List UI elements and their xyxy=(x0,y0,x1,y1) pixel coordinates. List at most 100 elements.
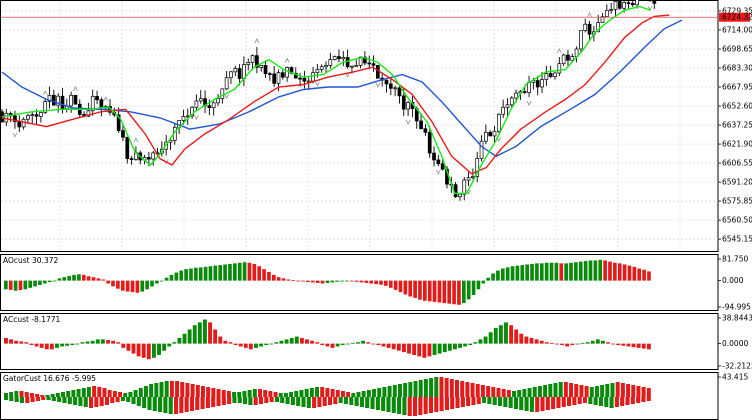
ao-bar xyxy=(77,274,81,281)
ac-bar xyxy=(350,342,355,344)
gator-lower-bar xyxy=(163,397,168,413)
candle-up xyxy=(259,65,264,68)
candle-up xyxy=(276,72,281,84)
ac-bar xyxy=(294,336,299,344)
gator-upper-bar xyxy=(475,384,480,397)
y-tick-label: 6683.30 xyxy=(722,64,752,73)
candle-up xyxy=(39,112,43,117)
ac-bar xyxy=(264,343,269,346)
ao-bar xyxy=(491,273,495,281)
ac-bar xyxy=(259,343,264,347)
gator-upper-bar xyxy=(123,393,128,397)
ac-bar xyxy=(606,342,610,344)
gator-lower-bar xyxy=(412,397,418,416)
ac-bar xyxy=(417,343,422,357)
gator-lower-bar xyxy=(221,397,226,405)
ao-bar xyxy=(369,280,374,284)
gator-upper-bar xyxy=(273,392,278,397)
gator-upper-bar xyxy=(268,391,273,397)
gator-upper-bar xyxy=(237,392,242,397)
ao-bar xyxy=(447,280,452,304)
ao-bar xyxy=(588,260,593,281)
ao-bar xyxy=(286,279,291,281)
ao-bar xyxy=(418,280,422,300)
ac-bar xyxy=(458,343,463,348)
ao-bar xyxy=(413,280,417,298)
gator-upper-bar xyxy=(486,386,491,397)
ac-bar xyxy=(478,339,483,344)
ac-bar xyxy=(19,341,24,344)
gator-lower-bar xyxy=(78,397,83,406)
gator-upper-bar xyxy=(309,388,314,397)
fractal-arrow xyxy=(526,100,532,106)
candle-down xyxy=(440,163,445,170)
candle-up xyxy=(90,95,95,112)
ac-bar xyxy=(345,343,350,345)
gator-lower-bar xyxy=(365,397,370,408)
gator-upper-bar xyxy=(221,390,226,397)
gator-upper-bar xyxy=(610,383,615,397)
ac-bar xyxy=(320,343,325,346)
fractal-arrow xyxy=(284,57,290,63)
gator-upper-bar xyxy=(315,387,320,397)
ac-bar xyxy=(412,343,417,355)
gator-lower-bar xyxy=(200,397,205,409)
ac-bar xyxy=(544,342,549,344)
candle-up xyxy=(21,118,26,128)
ao-bar xyxy=(345,280,349,282)
ac-bar xyxy=(44,343,49,350)
candle-up xyxy=(341,57,346,60)
ac-bar xyxy=(111,340,116,344)
ac-bar xyxy=(468,343,473,346)
candle-up xyxy=(505,104,510,108)
ac-bar xyxy=(289,337,294,344)
candle-up xyxy=(69,94,73,107)
ac-bar xyxy=(146,343,151,360)
ao-bar xyxy=(403,280,408,295)
gator-upper-bar xyxy=(501,389,506,397)
ao-bar xyxy=(198,267,203,281)
gator-lower-bar xyxy=(258,397,264,404)
gator-lower-bar xyxy=(636,397,641,403)
candle-up xyxy=(509,97,514,106)
candle-up xyxy=(579,30,583,50)
gator-upper-bar xyxy=(263,390,268,397)
ac-bar xyxy=(381,343,386,347)
gator-lower-bar xyxy=(269,397,274,402)
candle-up xyxy=(492,130,497,137)
ao-bar xyxy=(28,280,33,288)
ao-bar xyxy=(174,272,179,281)
ao-bar xyxy=(359,280,364,283)
fractal-arrow xyxy=(405,119,411,125)
ac-bar xyxy=(519,333,524,344)
ac-bar xyxy=(611,343,616,345)
gator-upper-bar xyxy=(574,384,579,397)
gator-upper-bar xyxy=(149,384,154,397)
gator-upper-bar xyxy=(143,386,148,397)
candle-up xyxy=(604,9,609,18)
candle-down xyxy=(237,68,242,79)
fractal-arrow xyxy=(375,82,381,88)
ao-bar xyxy=(155,280,159,284)
ao-bar xyxy=(583,261,588,281)
gator-upper-bar xyxy=(506,390,511,397)
gator-lower-bar xyxy=(567,397,572,406)
candle-down xyxy=(147,157,151,160)
ao-bar xyxy=(500,268,505,281)
ao-bar xyxy=(281,278,286,281)
gator-upper-bar xyxy=(491,387,496,397)
gator-lower-bar xyxy=(487,397,492,404)
ao-bar xyxy=(374,280,378,285)
gator-upper-bar xyxy=(439,377,444,397)
indicator-panels xyxy=(4,259,651,416)
candle-down xyxy=(423,128,428,133)
gator-upper-bar xyxy=(543,385,548,397)
gator-lower-bar xyxy=(285,397,290,404)
ao-bar xyxy=(296,280,301,282)
ac-bar xyxy=(621,343,626,346)
gator-upper-bar xyxy=(76,389,81,397)
ao-bar xyxy=(18,280,23,291)
ac-bar xyxy=(534,339,539,344)
gator-lower-bar xyxy=(168,397,173,414)
